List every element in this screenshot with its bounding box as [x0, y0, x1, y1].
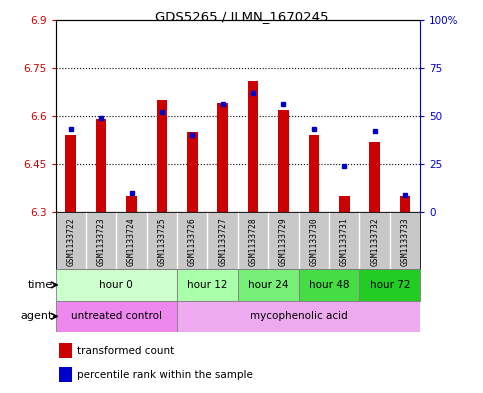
Bar: [359, 269, 420, 301]
Bar: [278, 110, 289, 212]
Bar: [339, 196, 350, 212]
Text: GSM1133732: GSM1133732: [370, 217, 379, 266]
Text: GSM1133724: GSM1133724: [127, 217, 136, 266]
Bar: [238, 269, 298, 301]
Bar: [400, 196, 411, 212]
Bar: [65, 135, 76, 212]
Text: hour 0: hour 0: [99, 280, 133, 290]
Bar: [187, 132, 198, 212]
Text: transformed count: transformed count: [77, 346, 175, 356]
Bar: [126, 196, 137, 212]
Text: GSM1133725: GSM1133725: [157, 217, 167, 266]
Bar: [56, 301, 177, 332]
Text: percentile rank within the sample: percentile rank within the sample: [77, 370, 253, 380]
Bar: [177, 269, 238, 301]
Text: hour 48: hour 48: [309, 280, 349, 290]
Bar: [248, 81, 258, 212]
Text: hour 24: hour 24: [248, 280, 288, 290]
Text: GSM1133723: GSM1133723: [97, 217, 106, 266]
Text: GSM1133733: GSM1133733: [400, 217, 410, 266]
Text: hour 72: hour 72: [369, 280, 410, 290]
Text: mycophenolic acid: mycophenolic acid: [250, 311, 348, 321]
Text: hour 12: hour 12: [187, 280, 228, 290]
Bar: [309, 135, 319, 212]
Bar: [156, 100, 167, 212]
Text: GSM1133727: GSM1133727: [218, 217, 227, 266]
Bar: [96, 119, 106, 212]
Text: untreated control: untreated control: [71, 311, 162, 321]
Bar: [59, 367, 72, 382]
Bar: [56, 269, 177, 301]
Text: GSM1133730: GSM1133730: [309, 217, 318, 266]
Text: GSM1133731: GSM1133731: [340, 217, 349, 266]
Text: agent: agent: [21, 311, 53, 321]
Text: GSM1133722: GSM1133722: [66, 217, 75, 266]
Bar: [177, 301, 420, 332]
Text: time: time: [28, 280, 53, 290]
Text: GSM1133726: GSM1133726: [188, 217, 197, 266]
Text: GSM1133728: GSM1133728: [249, 217, 257, 266]
Bar: [298, 269, 359, 301]
Bar: [59, 343, 72, 358]
Text: GDS5265 / ILMN_1670245: GDS5265 / ILMN_1670245: [155, 10, 328, 23]
Bar: [369, 141, 380, 212]
Text: GSM1133729: GSM1133729: [279, 217, 288, 266]
Bar: [217, 103, 228, 212]
